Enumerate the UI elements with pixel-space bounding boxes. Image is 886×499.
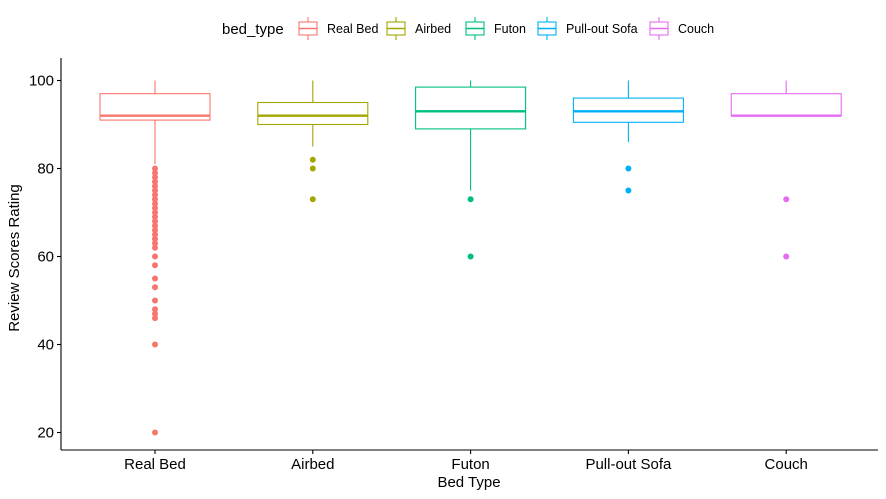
x-tick-label: Pull-out Sofa: [585, 456, 672, 473]
legend-item: Pull-out Sofa: [537, 17, 638, 40]
legend-label: Pull-out Sofa: [566, 22, 638, 36]
legend-item: Real Bed: [298, 17, 378, 40]
outlier-point: [309, 196, 316, 203]
outlier-point: [152, 178, 158, 185]
outlier-point: [152, 231, 158, 238]
outlier-point: [152, 262, 158, 269]
outlier-point: [152, 218, 158, 225]
outlier-point: [152, 244, 158, 251]
x-tick-label: Airbed: [291, 456, 334, 473]
box-group-3: [572, 80, 684, 194]
outlier-point: [152, 306, 158, 313]
outlier-point: [152, 429, 158, 436]
y-tick-label: 40: [37, 337, 54, 354]
box-group-2: [415, 80, 527, 260]
outlier-point: [152, 209, 158, 216]
outlier-point: [152, 174, 158, 181]
outlier-point: [625, 165, 632, 172]
legend-label: Couch: [678, 22, 714, 36]
outlier-point: [152, 275, 158, 282]
outlier-point: [152, 310, 158, 317]
outlier-point: [152, 297, 158, 304]
legend-label: Airbed: [415, 22, 451, 36]
outlier-point: [152, 315, 158, 322]
legend: bed_type Real Bed Airbed Futon Pull-out Sof…: [222, 17, 714, 40]
x-tick-label: Real Bed: [124, 456, 186, 473]
outlier-point: [152, 240, 158, 247]
x-tick-label: Futon: [451, 456, 489, 473]
outlier-point: [152, 235, 158, 242]
x-tick-label: Couch: [765, 456, 808, 473]
outlier-point: [152, 169, 158, 176]
outlier-point: [152, 183, 158, 190]
legend-item: Airbed: [386, 17, 451, 40]
outlier-point: [625, 187, 632, 194]
outlier-point: [152, 341, 158, 348]
outlier-point: [152, 191, 158, 198]
box-group-1: [257, 80, 369, 203]
outlier-point: [152, 284, 158, 291]
y-tick-label: 60: [37, 249, 54, 266]
outlier-point: [783, 253, 790, 260]
outlier-point: [152, 196, 158, 203]
y-tick-label: 80: [37, 161, 54, 178]
y-tick-label: 100: [29, 73, 54, 90]
box-group-0: [99, 80, 211, 436]
box: [730, 93, 842, 117]
box: [257, 101, 369, 126]
outlier-point: [467, 196, 474, 203]
box: [415, 86, 527, 130]
outlier-point: [309, 156, 316, 163]
outlier-point: [152, 213, 158, 220]
outlier-point: [783, 196, 790, 203]
legend-title: bed_type: [222, 21, 284, 38]
box-group-4: [730, 80, 842, 260]
legend-item: Couch: [649, 17, 714, 40]
outlier-point: [152, 222, 158, 229]
outlier-point: [152, 253, 158, 260]
legend-item: Futon: [465, 17, 526, 40]
x-axis-title: Bed Type: [437, 474, 500, 491]
outlier-point: [152, 205, 158, 212]
legend-label: Futon: [494, 22, 526, 36]
outlier-point: [152, 227, 158, 234]
legend-label: Real Bed: [327, 22, 378, 36]
y-axis-title: Review Scores Rating: [6, 184, 23, 332]
outlier-point: [309, 165, 316, 172]
outlier-point: [152, 187, 158, 194]
outlier-point: [152, 165, 158, 172]
outlier-point: [152, 200, 158, 207]
y-tick-label: 20: [37, 425, 54, 442]
outlier-point: [467, 253, 474, 260]
